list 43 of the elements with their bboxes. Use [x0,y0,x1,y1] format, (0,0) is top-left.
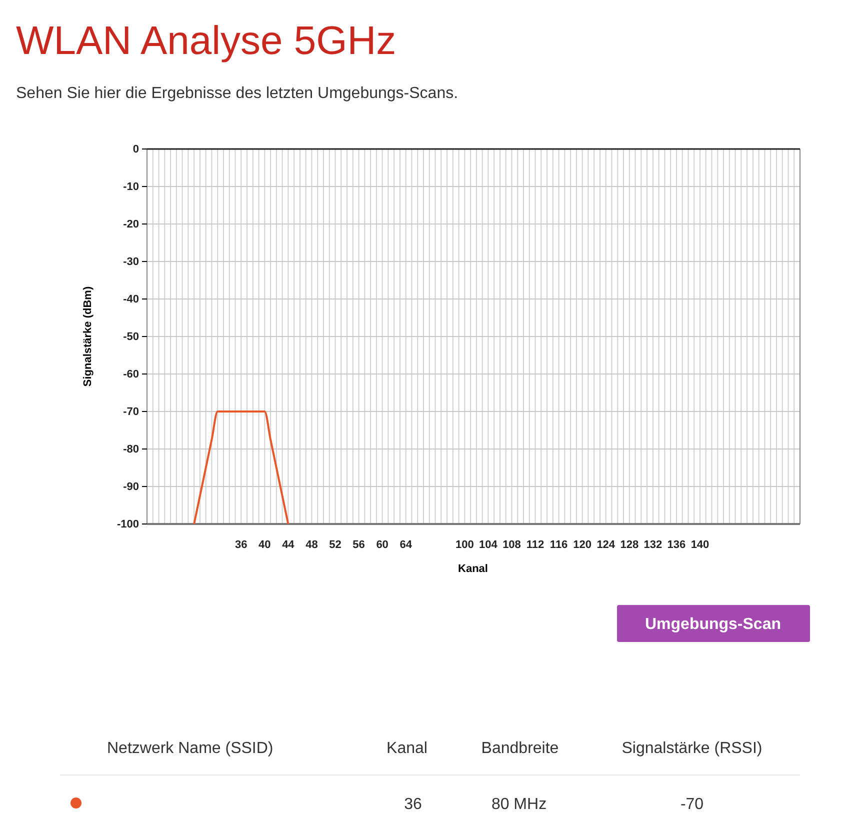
x-tick-label: 124 [596,538,616,551]
y-tick-label: -70 [123,406,139,418]
chart-subtitle: Sehen Sie hier die Ergebnisse des letzten Umgebungs-Scans. [16,85,458,102]
y-tick-label: 0 [132,144,139,156]
x-tick-label: 120 [573,538,592,551]
x-tick-label: 132 [644,538,662,551]
y-tick-label: -90 [123,481,139,494]
text: Netzwerk Name (SSID) [107,740,274,757]
x-tick-label: 48 [306,538,318,551]
x-tick-label: 60 [376,538,388,551]
scan-button: Umgebungs-Scan [617,605,810,642]
x-tick-label: 136 [667,538,686,551]
x-tick-label: 36 [235,538,248,551]
text: Bandbreite [481,740,559,757]
y-axis-title: Signalstärke (dBm) [82,286,94,387]
text: 36 [404,796,422,813]
text: 80 MHz [491,796,547,813]
y-tick-label: -20 [123,218,139,231]
text: Signalstärke (RSSI) [622,740,762,757]
x-tick-label: 112 [526,538,544,551]
x-tick-label: 100 [455,538,474,551]
x-tick-label: 64 [400,538,413,551]
y-tick-label: -100 [116,518,139,531]
text: Kanal [386,740,428,757]
y-tick-label: -80 [123,444,139,456]
x-tick-label: 108 [502,538,521,551]
y-tick-label: -10 [123,181,139,194]
x-tick-label: 44 [282,538,296,551]
line-series [193,410,290,525]
text: -70 [680,796,704,813]
x-tick-label: 52 [329,538,342,551]
x-tick-label: 40 [258,538,271,551]
x-tick-label: 116 [550,538,568,551]
y-tick-label: -40 [123,294,139,306]
y-tick-label: -30 [123,256,139,268]
x-axis-title: Kanal [458,563,488,575]
x-tick-label: 104 [479,538,498,551]
y-tick-label: -60 [123,368,139,381]
x-tick-label: 140 [690,538,710,551]
x-tick-label: 128 [620,538,639,551]
x-tick-label: 56 [352,538,365,551]
chart-title: WLAN Analyse 5GHz [16,19,396,63]
y-tick-label: -50 [123,331,139,344]
